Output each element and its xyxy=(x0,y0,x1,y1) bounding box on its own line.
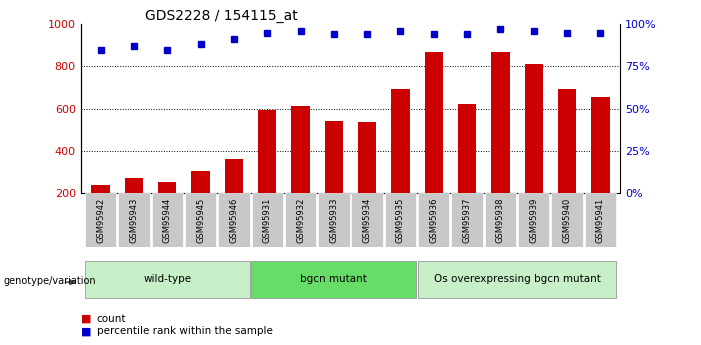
Text: GSM95931: GSM95931 xyxy=(263,197,272,243)
Bar xyxy=(292,106,310,193)
Bar xyxy=(91,185,110,193)
Text: GSM95946: GSM95946 xyxy=(229,197,238,243)
Text: GSM95933: GSM95933 xyxy=(329,197,339,243)
Bar xyxy=(491,52,510,193)
Text: bgcn mutant: bgcn mutant xyxy=(301,274,367,284)
Text: GSM95936: GSM95936 xyxy=(429,197,438,243)
Bar xyxy=(524,64,543,193)
Bar xyxy=(258,110,276,193)
FancyBboxPatch shape xyxy=(385,193,416,247)
Bar xyxy=(358,122,376,193)
Text: wild-type: wild-type xyxy=(143,274,191,284)
Text: GSM95939: GSM95939 xyxy=(529,197,538,243)
FancyBboxPatch shape xyxy=(252,193,283,247)
Text: GSM95944: GSM95944 xyxy=(163,197,172,243)
Text: GSM95934: GSM95934 xyxy=(362,197,372,243)
FancyBboxPatch shape xyxy=(351,193,383,247)
Bar xyxy=(158,181,177,193)
Text: ■: ■ xyxy=(81,314,91,324)
Text: GSM95941: GSM95941 xyxy=(596,197,605,243)
Bar xyxy=(191,171,210,193)
FancyBboxPatch shape xyxy=(451,193,483,247)
FancyBboxPatch shape xyxy=(85,261,250,298)
Text: GSM95942: GSM95942 xyxy=(96,197,105,243)
Text: GSM95940: GSM95940 xyxy=(563,197,571,243)
FancyBboxPatch shape xyxy=(418,261,616,298)
FancyBboxPatch shape xyxy=(218,193,250,247)
Text: GSM95945: GSM95945 xyxy=(196,197,205,243)
FancyBboxPatch shape xyxy=(518,193,550,247)
Bar xyxy=(425,52,443,193)
Bar xyxy=(458,105,476,193)
FancyBboxPatch shape xyxy=(151,193,183,247)
Bar xyxy=(391,89,409,193)
FancyBboxPatch shape xyxy=(585,193,616,247)
FancyBboxPatch shape xyxy=(552,193,583,247)
Text: Os overexpressing bgcn mutant: Os overexpressing bgcn mutant xyxy=(434,274,601,284)
Text: GSM95932: GSM95932 xyxy=(296,197,305,243)
Bar xyxy=(558,89,576,193)
Bar xyxy=(591,97,610,193)
Text: GSM95938: GSM95938 xyxy=(496,197,505,243)
Text: genotype/variation: genotype/variation xyxy=(4,276,96,286)
Text: count: count xyxy=(97,314,126,324)
Text: GDS2228 / 154115_at: GDS2228 / 154115_at xyxy=(145,9,298,23)
Bar xyxy=(125,178,143,193)
FancyBboxPatch shape xyxy=(85,193,116,247)
FancyBboxPatch shape xyxy=(118,193,149,247)
FancyBboxPatch shape xyxy=(285,193,316,247)
Text: GSM95943: GSM95943 xyxy=(130,197,138,243)
FancyBboxPatch shape xyxy=(185,193,216,247)
Text: GSM95935: GSM95935 xyxy=(396,197,405,243)
FancyBboxPatch shape xyxy=(418,193,449,247)
FancyBboxPatch shape xyxy=(251,261,416,298)
Text: ■: ■ xyxy=(81,326,91,336)
FancyBboxPatch shape xyxy=(318,193,350,247)
Text: GSM95937: GSM95937 xyxy=(463,197,472,243)
Text: percentile rank within the sample: percentile rank within the sample xyxy=(97,326,273,336)
FancyBboxPatch shape xyxy=(485,193,516,247)
Bar xyxy=(325,121,343,193)
Bar xyxy=(225,159,243,193)
